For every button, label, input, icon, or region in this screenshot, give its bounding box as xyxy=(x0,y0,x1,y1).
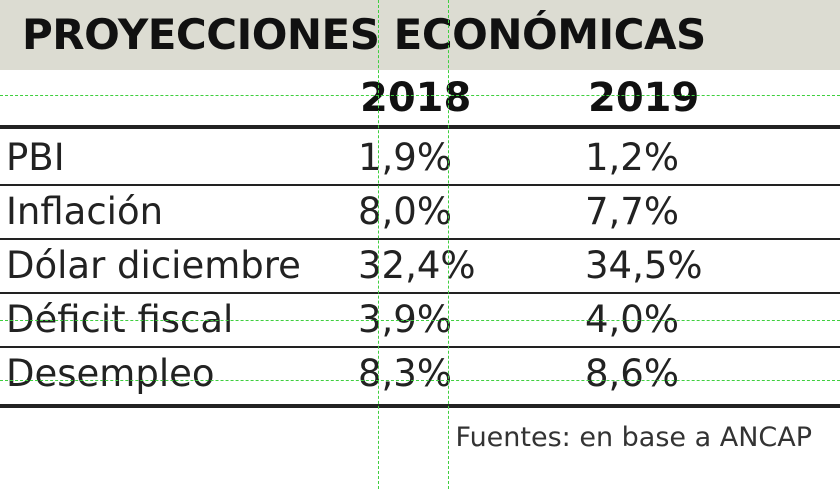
row-divider xyxy=(0,184,840,186)
title-band xyxy=(0,0,840,70)
row-divider xyxy=(0,238,840,240)
table-title: PROYECCIONES ECONÓMICAS xyxy=(22,10,706,59)
column-header-2018: 2018 xyxy=(360,75,472,121)
row-label: Déficit fiscal xyxy=(6,298,234,341)
cell-value-2018: 3,9% xyxy=(358,298,452,341)
row-divider xyxy=(0,346,840,348)
guide-line xyxy=(448,0,449,489)
cell-value-2018: 8,3% xyxy=(358,352,452,395)
row-label: PBI xyxy=(6,136,65,179)
row-label: Inflación xyxy=(6,190,164,233)
cell-value-2018: 8,0% xyxy=(358,190,452,233)
cell-value-2018: 32,4% xyxy=(358,244,476,287)
source-note: Fuentes: en base a ANCAP xyxy=(455,422,812,453)
guide-line xyxy=(0,320,840,321)
column-header-2019: 2019 xyxy=(588,75,700,121)
guide-line xyxy=(0,380,840,381)
cell-value-2019: 8,6% xyxy=(585,352,679,395)
row-label: Desempleo xyxy=(6,352,215,395)
cell-value-2018: 1,9% xyxy=(358,136,452,179)
header-rule xyxy=(0,125,840,129)
cell-value-2019: 4,0% xyxy=(585,298,679,341)
row-label: Dólar diciembre xyxy=(6,244,301,287)
cell-value-2019: 34,5% xyxy=(585,244,703,287)
guide-line xyxy=(378,0,379,489)
cell-value-2019: 7,7% xyxy=(585,190,679,233)
cell-value-2019: 1,2% xyxy=(585,136,679,179)
bottom-rule xyxy=(0,404,840,408)
row-divider xyxy=(0,292,840,294)
guide-line xyxy=(0,95,840,96)
